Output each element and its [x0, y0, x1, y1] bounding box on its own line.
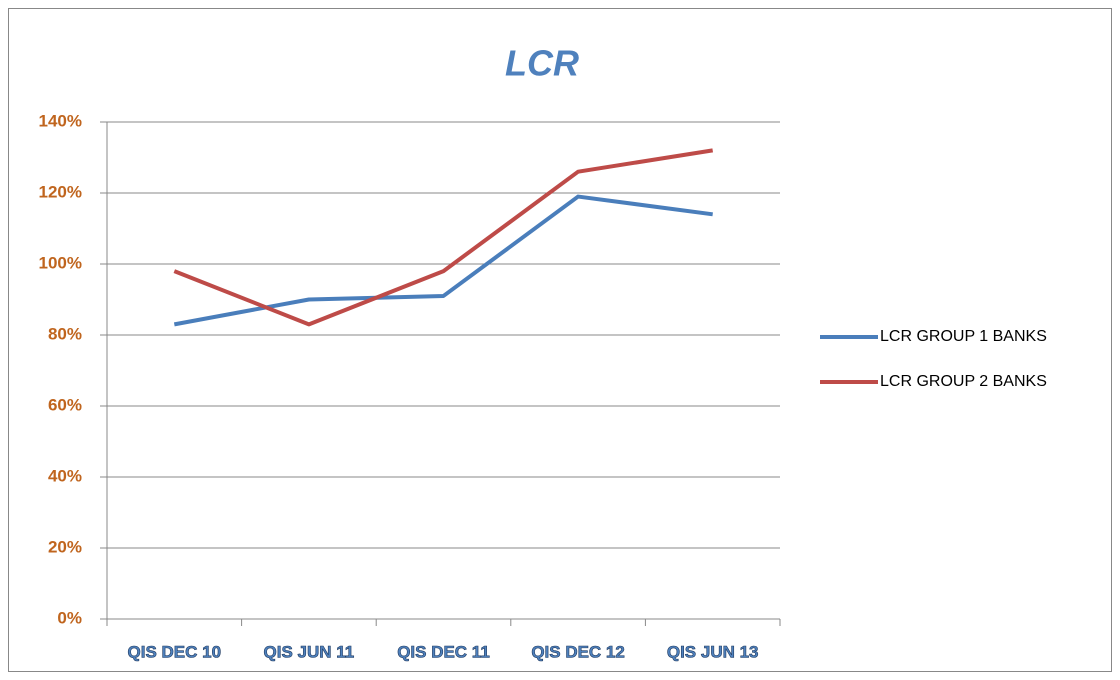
chart-border [8, 8, 1112, 672]
y-tick-label: 20% [48, 537, 82, 556]
y-tick-label: 0% [57, 608, 82, 627]
y-tick-label: 140% [39, 111, 82, 130]
data-line [173, 148, 714, 327]
y-tick-label: 80% [48, 324, 82, 343]
legend-label: LCR GROUP 2 BANKS [880, 373, 1047, 390]
x-tick-label: QIS JUN 13 [667, 642, 759, 661]
y-tick-label: 120% [39, 182, 82, 201]
x-tick-label: QIS DEC 11 [397, 642, 490, 661]
legend-label: LCR GROUP 1 BANKS [880, 328, 1047, 345]
y-tick-label: 100% [39, 253, 82, 272]
x-tick-label: QIS JUN 11 [264, 642, 355, 661]
x-tick-label: QIS DEC 12 [531, 642, 625, 661]
y-tick-label: 60% [48, 395, 82, 414]
y-tick-label: 40% [48, 466, 82, 485]
x-tick-label: QIS DEC 10 [128, 642, 222, 661]
chart-title: LCR [505, 43, 579, 84]
